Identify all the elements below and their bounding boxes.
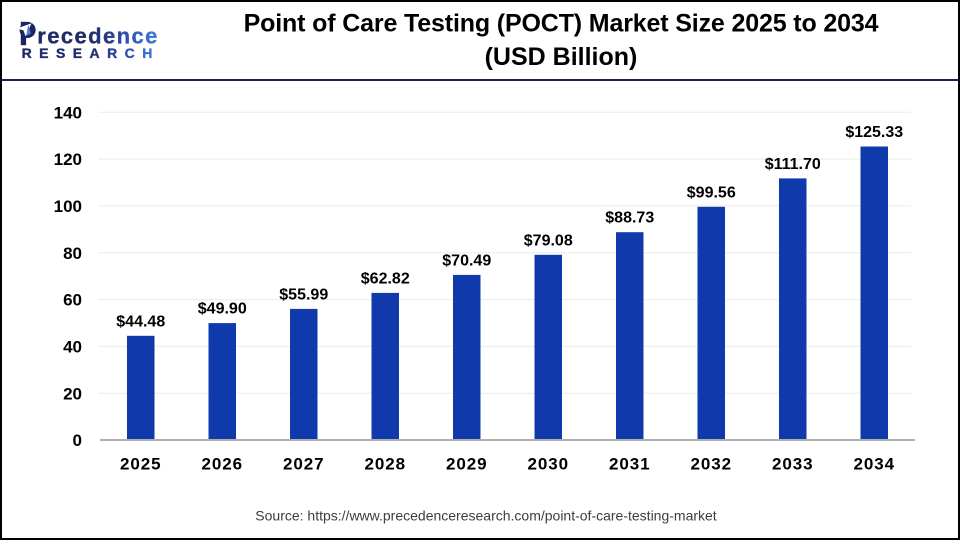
svg-text:2031: 2031 <box>609 455 651 474</box>
svg-text:$62.82: $62.82 <box>361 270 410 287</box>
svg-text:60: 60 <box>63 291 82 310</box>
svg-text:$79.08: $79.08 <box>524 232 573 249</box>
svg-text:2027: 2027 <box>283 455 325 474</box>
svg-text:2033: 2033 <box>772 455 814 474</box>
svg-text:$55.99: $55.99 <box>279 286 328 303</box>
svg-text:2025: 2025 <box>120 455 162 474</box>
svg-text:$44.48: $44.48 <box>116 313 165 330</box>
svg-text:$111.70: $111.70 <box>765 156 821 173</box>
svg-text:2026: 2026 <box>201 455 243 474</box>
svg-text:$125.33: $125.33 <box>845 124 903 141</box>
svg-text:$70.49: $70.49 <box>442 252 491 269</box>
svg-text:2030: 2030 <box>527 455 569 474</box>
svg-text:recedence: recedence <box>37 23 158 48</box>
svg-text:Point of Care Testing (POCT) M: Point of Care Testing (POCT) Market Size… <box>244 10 879 38</box>
svg-text:$99.56: $99.56 <box>687 184 736 201</box>
svg-text:40: 40 <box>63 338 82 357</box>
svg-text:$49.90: $49.90 <box>198 301 247 318</box>
svg-text:2029: 2029 <box>446 455 488 474</box>
svg-text:RESEARCH: RESEARCH <box>22 45 160 61</box>
svg-text:80: 80 <box>63 244 82 263</box>
svg-text:2032: 2032 <box>690 455 732 474</box>
svg-text:2034: 2034 <box>853 455 895 474</box>
svg-text:0: 0 <box>73 431 82 450</box>
svg-text:20: 20 <box>63 384 82 403</box>
svg-text:120: 120 <box>54 150 82 169</box>
svg-text:100: 100 <box>54 197 82 216</box>
svg-text:$88.73: $88.73 <box>605 210 654 227</box>
svg-text:140: 140 <box>54 103 82 122</box>
svg-text:Source: https://www.precedence: Source: https://www.precedenceresearch.c… <box>255 508 717 524</box>
svg-text:2028: 2028 <box>364 455 406 474</box>
svg-text:(USD Billion): (USD Billion) <box>485 43 638 71</box>
